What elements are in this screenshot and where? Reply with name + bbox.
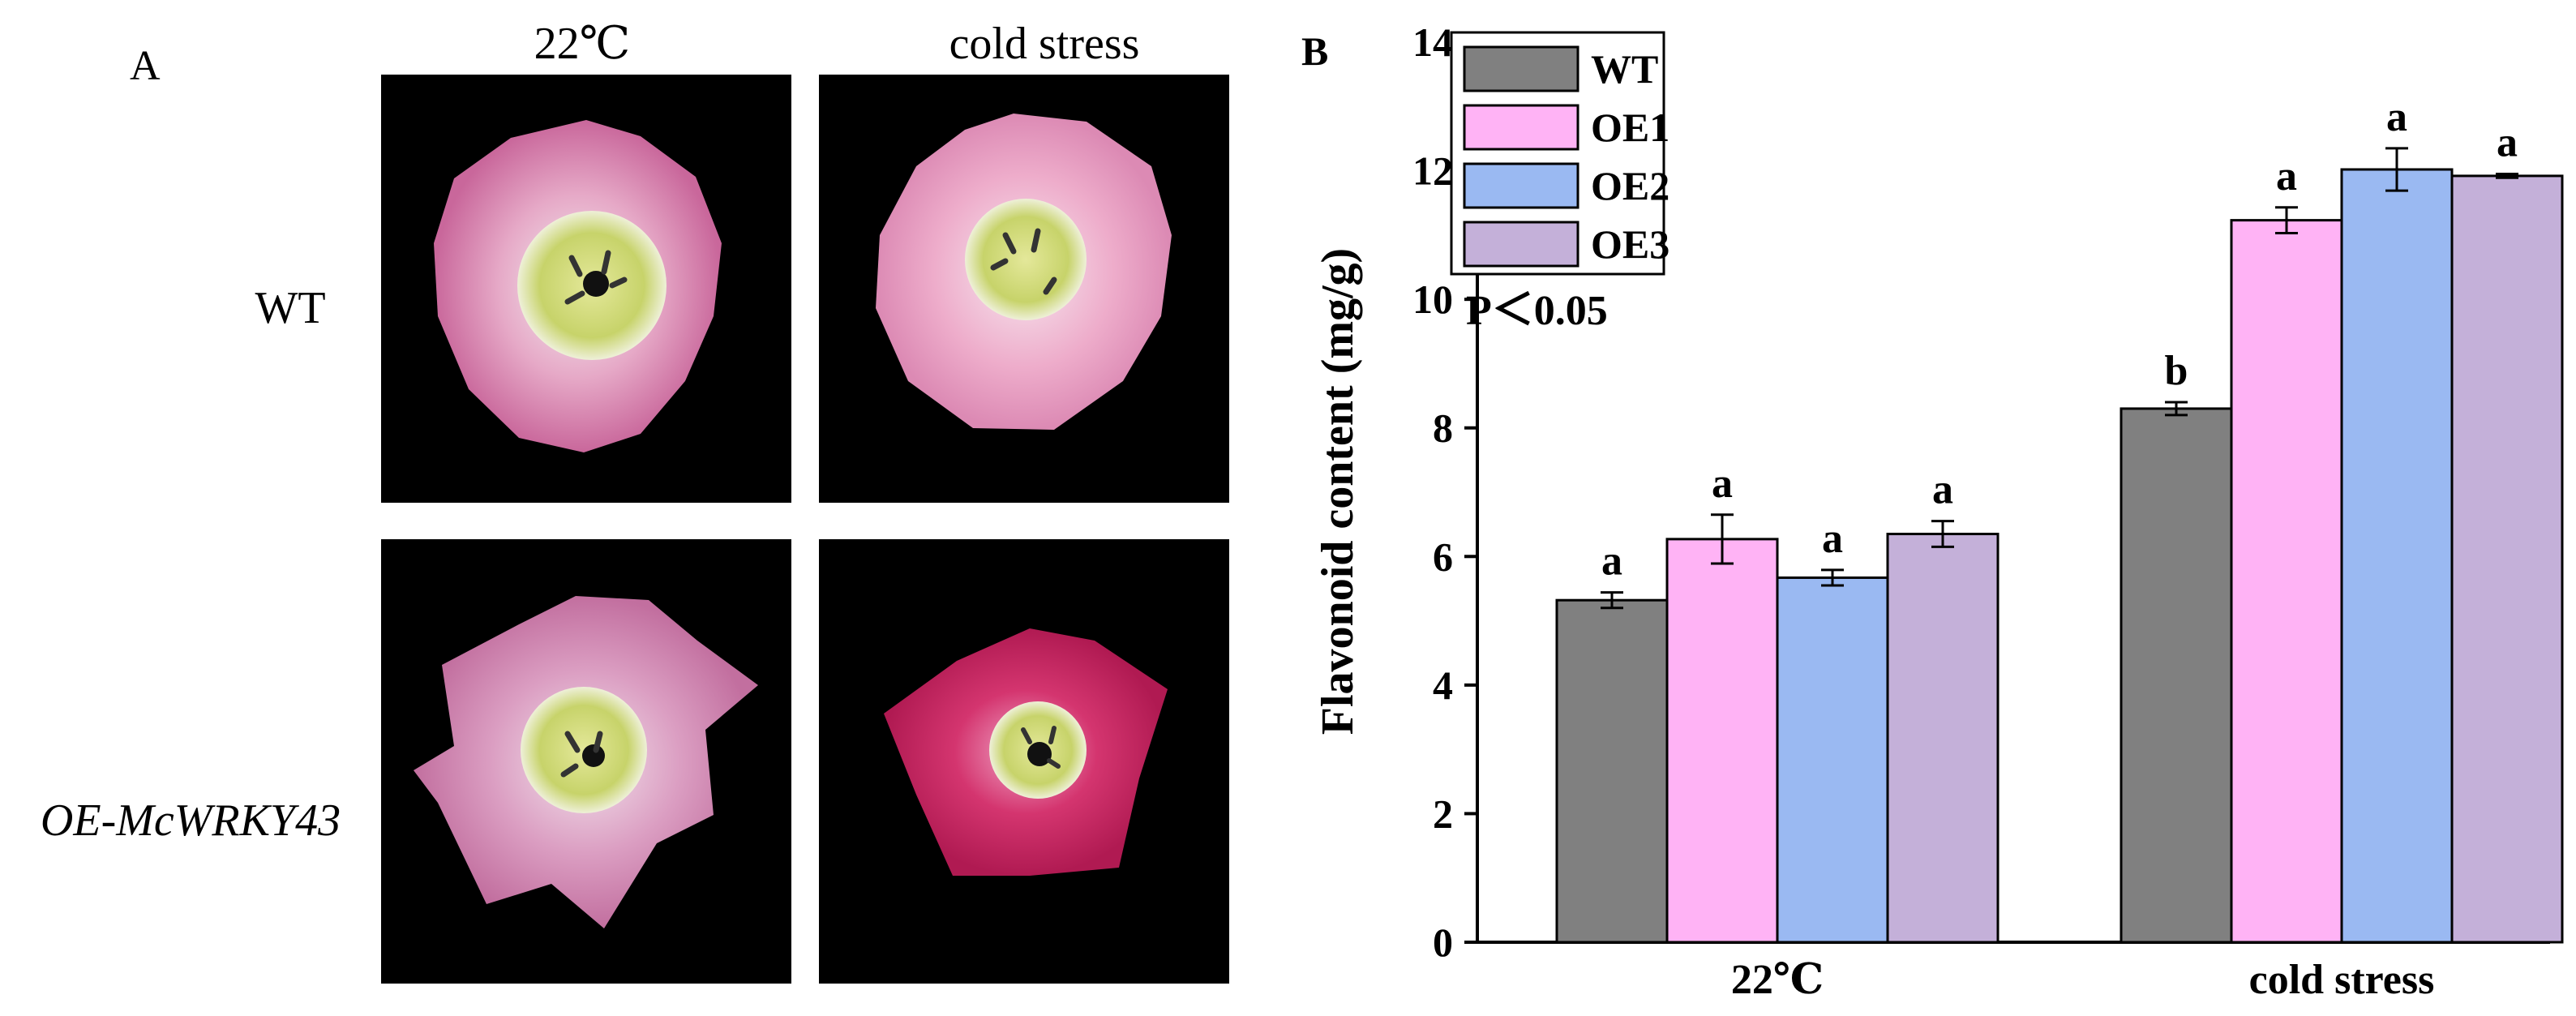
legend-swatch-oe1	[1463, 104, 1579, 151]
bar-oe3-cold-stress	[2450, 174, 2564, 944]
y-tick-label: 14	[1412, 19, 1453, 65]
x-category-label: cold stress	[2249, 957, 2435, 1003]
photo-oe-22c	[381, 539, 791, 984]
significance-letter: b	[2165, 348, 2188, 394]
col-header-cold-stress: cold stress	[949, 19, 1140, 69]
y-tick-label: 12	[1412, 148, 1453, 194]
error-bar	[2496, 173, 2518, 179]
legend-swatch-oe3	[1463, 221, 1579, 268]
legend: WT OE1 OE2 OE3	[1450, 31, 1669, 276]
y-axis-title: Flavonoid content (mg/g)	[1313, 248, 1363, 735]
legend-label-wt: WT	[1591, 46, 1658, 92]
legend-swatch-oe2	[1463, 162, 1579, 209]
bar-oe1-22c	[1665, 538, 1779, 944]
y-tick-label: 4	[1433, 662, 1453, 708]
y-tick-label: 0	[1433, 920, 1453, 965]
bar-wt-cold-stress	[2120, 407, 2233, 944]
photo-wt-cold-stress	[819, 75, 1229, 503]
panel-a-label: A	[130, 43, 161, 89]
error-bar	[1711, 513, 1734, 565]
col-header-22c: 22℃	[534, 19, 631, 69]
significance-letter: a	[1822, 516, 1843, 562]
legend-swatch-wt	[1463, 45, 1579, 92]
panel-a-photo-grid: A 22℃ cold stress WT OE-McWRKY43	[41, 19, 1229, 984]
row-label-oe-mcwrky43: OE-McWRKY43	[41, 795, 341, 846]
error-bar	[2385, 147, 2408, 192]
error-bar	[1931, 520, 1954, 548]
legend-label-oe2: OE2	[1591, 163, 1669, 208]
significance-letter: a	[2497, 120, 2518, 166]
legend-label-oe1: OE1	[1591, 105, 1669, 150]
error-bar	[1601, 591, 1623, 610]
photo-oe-cold-stress	[819, 539, 1229, 984]
y-tick-label: 8	[1433, 405, 1453, 451]
bar-oe2-22c	[1776, 576, 1889, 944]
error-bar	[1821, 568, 1844, 587]
significance-letter: a	[2386, 94, 2407, 140]
x-category-label: 22℃	[1731, 957, 1824, 1003]
y-tick-label: 6	[1433, 534, 1453, 579]
significance-annotation: P＜0.05	[1466, 288, 1608, 334]
row-label-wt: WT	[255, 283, 325, 333]
photo-wt-22c	[381, 75, 791, 503]
bar-wt-22c	[1555, 598, 1669, 944]
y-tick-label: 2	[1433, 791, 1453, 836]
significance-letter: a	[1712, 461, 1733, 507]
significance-letter: a	[1932, 467, 1953, 513]
bar-oe2-cold-stress	[2340, 168, 2454, 944]
significance-letter: a	[2276, 153, 2297, 199]
panel-b-label: B	[1301, 28, 1328, 74]
significance-letter: a	[1601, 538, 1622, 585]
error-bar	[2165, 401, 2188, 417]
y-tick-label: 10	[1412, 277, 1453, 322]
bar-oe1-cold-stress	[2230, 219, 2343, 944]
panel-b-bar-chart: B 0 2 4 6 8 10 12 14 Flavonoid content (mg/g) a…	[1301, 19, 2564, 1003]
legend-label-oe3: OE3	[1591, 221, 1669, 267]
bar-oe3-22c	[1886, 533, 2000, 944]
error-bar	[2275, 206, 2298, 234]
